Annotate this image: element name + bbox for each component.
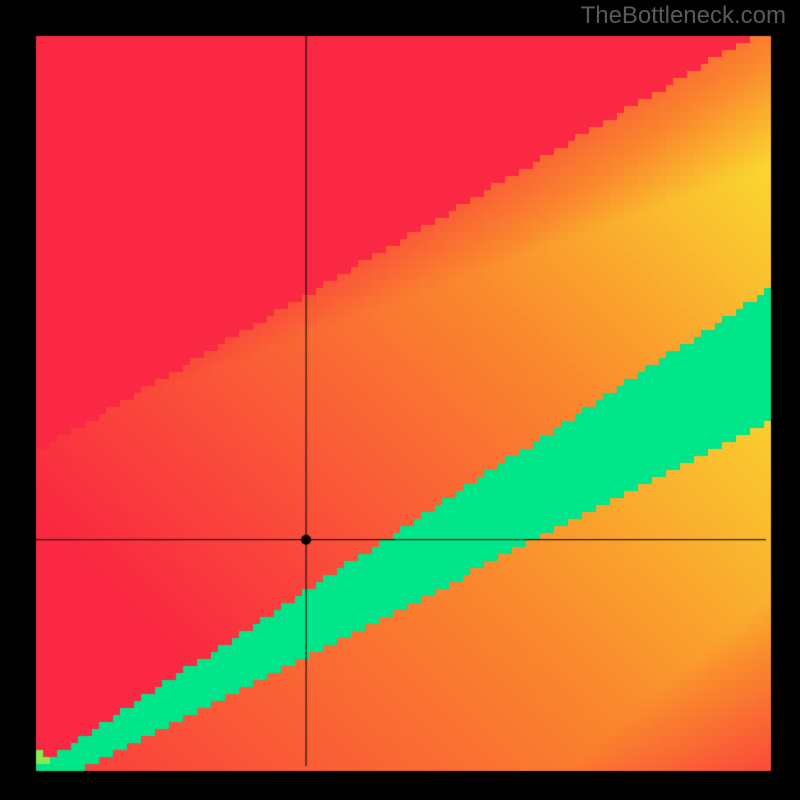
watermark-text: TheBottleneck.com	[581, 2, 786, 30]
chart-container: TheBottleneck.com	[0, 0, 800, 800]
heatmap-canvas	[0, 0, 800, 800]
